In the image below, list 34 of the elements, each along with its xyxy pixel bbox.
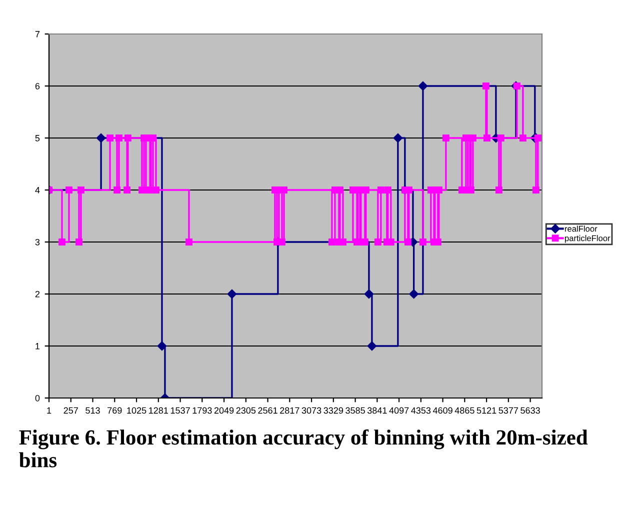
x-tick-label: 2305: [236, 407, 256, 414]
y-tick-label: 1: [36, 343, 40, 350]
x-tick-label: 769: [108, 407, 122, 414]
x-tick-label: 4609: [432, 407, 452, 414]
x-tick-label: 1537: [170, 407, 190, 414]
x-tick-label: 2817: [280, 407, 300, 414]
x-tick-label: 513: [86, 407, 100, 414]
y-tick-label: 0: [35, 394, 40, 402]
x-tick-label: 1025: [127, 407, 146, 414]
x-tick-label: 4097: [389, 407, 409, 414]
x-tick-label: 4353: [411, 407, 431, 414]
x-tick-label: 1793: [192, 407, 212, 414]
x-tick-label: 3329: [324, 407, 344, 414]
x-tick-label: 3073: [302, 407, 322, 414]
y-tick-label: 2: [35, 290, 40, 298]
legend-label: realFloor: [565, 226, 598, 232]
text: Figure 6. Floor estimation accuracy of binning with 20m-sized bins: [19, 429, 588, 468]
y-tick-label: 6: [35, 82, 40, 90]
y-tick-label: 7: [35, 31, 40, 38]
x-tick-label: 4865: [454, 407, 474, 414]
x-tick-label: 5633: [520, 407, 540, 414]
x-tick-label: 2049: [214, 407, 234, 414]
y-tick-label: 3: [35, 238, 40, 246]
x-tick-label: 257: [64, 407, 78, 414]
x-tick-label: 2561: [258, 407, 278, 414]
x-tick-label: 3841: [367, 407, 387, 414]
y-tick-label: 5: [35, 135, 40, 142]
x-tick-label: 5121: [476, 407, 496, 414]
y-tick-label: 4: [35, 187, 40, 194]
x-tick-label: 5377: [498, 407, 518, 414]
x-tick-label: 1: [47, 407, 52, 414]
legend-label: particleFloor: [565, 235, 610, 243]
x-tick-label: 1281: [149, 407, 168, 414]
x-tick-label: 3585: [346, 407, 365, 414]
